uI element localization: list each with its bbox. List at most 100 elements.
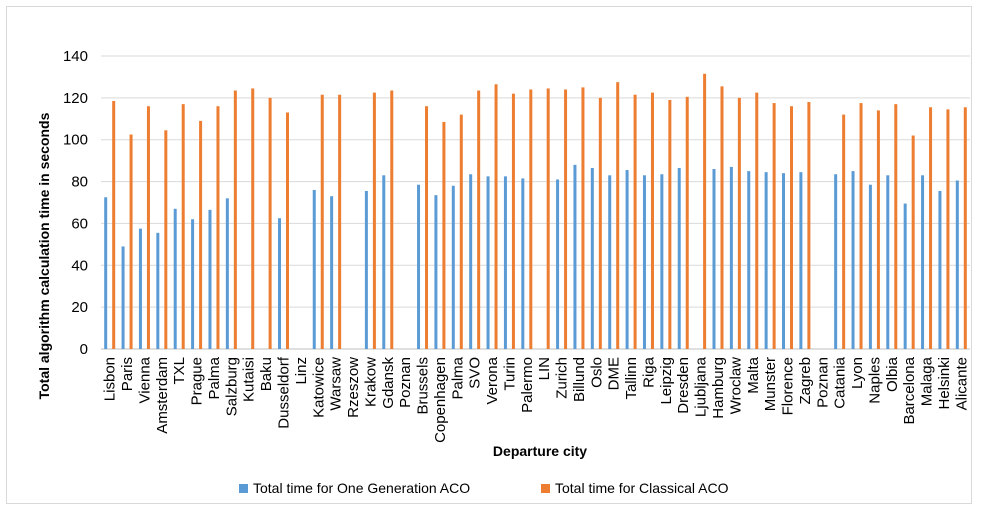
bar-classical (216, 106, 220, 349)
bar-classical (755, 92, 759, 349)
bar-classical (181, 104, 185, 349)
bar-classical (320, 94, 324, 349)
x-tick-label: Malta (745, 356, 762, 393)
bar-one-generation (851, 171, 855, 349)
bar-classical (650, 92, 654, 349)
bar-classical (876, 110, 880, 350)
bar-classical (685, 96, 689, 349)
bar-classical (529, 89, 533, 349)
bar-classical (581, 87, 585, 350)
x-tick-label: Palermo (519, 357, 536, 413)
x-tick-label: Salzburg (223, 357, 240, 416)
x-tick-label: Poznan (397, 357, 414, 408)
x-tick-label: Copenhagen (432, 357, 449, 443)
y-axis-title: Total algorithm calculation time in seco… (36, 112, 52, 399)
bar-one-generation (782, 173, 786, 349)
bar-classical (494, 84, 498, 349)
bar-classical (720, 86, 724, 349)
bar-one-generation (799, 172, 803, 349)
gridlines (101, 55, 970, 350)
bar-classical (477, 90, 481, 350)
x-tick-label: TXL (171, 357, 188, 385)
bar-classical (772, 103, 776, 349)
bar-classical (790, 106, 794, 349)
x-tick-label: Katowice (310, 357, 327, 418)
bar-one-generation (955, 180, 959, 349)
bar-one-generation (608, 175, 612, 349)
x-tick-label: Munster (762, 357, 779, 411)
bar-one-generation (521, 178, 525, 349)
x-tick-label: Oslo (588, 357, 605, 388)
bar-one-generation (417, 184, 421, 349)
x-tick-label: Warsaw (328, 357, 345, 411)
y-tick-label: 20 (71, 299, 88, 316)
x-tick-label: Amsterdam (154, 357, 171, 434)
bar-classical (894, 104, 898, 349)
x-tick-label: Paris (119, 357, 136, 391)
bar-classical (459, 114, 463, 349)
bar-one-generation (503, 176, 507, 349)
bar-one-generation (225, 198, 229, 349)
legend-swatch-classical (541, 484, 550, 493)
y-tick-labels: 0 20 40 60 80 100 120 140 (63, 48, 88, 358)
x-tick-label: Turin (501, 357, 518, 391)
bar-classical (425, 106, 429, 349)
bar-one-generation (938, 190, 942, 349)
x-tick-label: Poznan (814, 357, 831, 408)
bars (104, 73, 967, 350)
bar-classical (285, 112, 289, 349)
bar-one-generation (312, 189, 316, 349)
bar-classical (129, 134, 133, 349)
bar-one-generation (903, 203, 907, 349)
bar-one-generation (364, 190, 368, 349)
bar-classical (199, 120, 203, 349)
x-tick-label: Palma (206, 356, 223, 399)
y-tick-label: 120 (63, 90, 88, 107)
legend-label-one-generation: Total time for One Generation ACO (253, 480, 470, 496)
x-tick-label: Naples (866, 357, 883, 404)
x-tick-label: Catania (832, 356, 849, 408)
bar-classical (929, 107, 933, 350)
bar-classical (859, 103, 863, 349)
x-tick-label: Vienna (136, 356, 153, 403)
bar-one-generation (868, 184, 872, 349)
bar-classical (911, 135, 915, 349)
y-tick-label: 0 (80, 341, 88, 358)
bar-classical (633, 94, 637, 349)
bar-one-generation (747, 171, 751, 349)
x-tick-label: Dusseldorf (275, 356, 292, 429)
bar-classical (164, 130, 168, 349)
x-tick-label: Zagreb (797, 357, 814, 405)
bar-classical (963, 107, 967, 350)
x-tick-label: Ljubljana (693, 356, 710, 417)
x-tick-label: Alicante (953, 357, 970, 410)
x-tick-label: Barcelona (901, 356, 918, 424)
bar-classical (146, 106, 150, 349)
x-tick-label: Lisbon (102, 357, 119, 401)
x-tick-label: Kutaisi (241, 357, 258, 402)
bar-one-generation (191, 219, 195, 349)
bar-classical (737, 97, 741, 349)
bar-classical (616, 82, 620, 350)
bar-one-generation (434, 195, 438, 349)
x-tick-label: Linz (293, 357, 310, 385)
x-tick-label: Tallinn (623, 357, 640, 400)
bar-one-generation (921, 175, 925, 349)
bar-classical (338, 94, 342, 349)
y-tick-label: 80 (71, 174, 88, 191)
x-tick-label: Baku (258, 357, 275, 391)
x-tick-label: Verona (484, 356, 501, 404)
bar-classical (442, 121, 446, 349)
x-tick-label: Palma (449, 356, 466, 399)
bar-one-generation (764, 172, 768, 349)
x-axis-title: Departure city (493, 443, 587, 459)
x-tick-label: Billund (571, 357, 588, 402)
bar-classical (946, 109, 950, 349)
bar-one-generation (156, 232, 160, 349)
bar-one-generation (642, 175, 646, 349)
x-tick-label: Zurich (554, 357, 571, 399)
x-tick-labels: Lisbon Paris Vienna Amsterdam TXL Prague Palma… (102, 356, 971, 443)
bar-one-generation (590, 167, 594, 349)
x-tick-label: Lyon (849, 357, 866, 389)
bar-one-generation (138, 228, 142, 349)
